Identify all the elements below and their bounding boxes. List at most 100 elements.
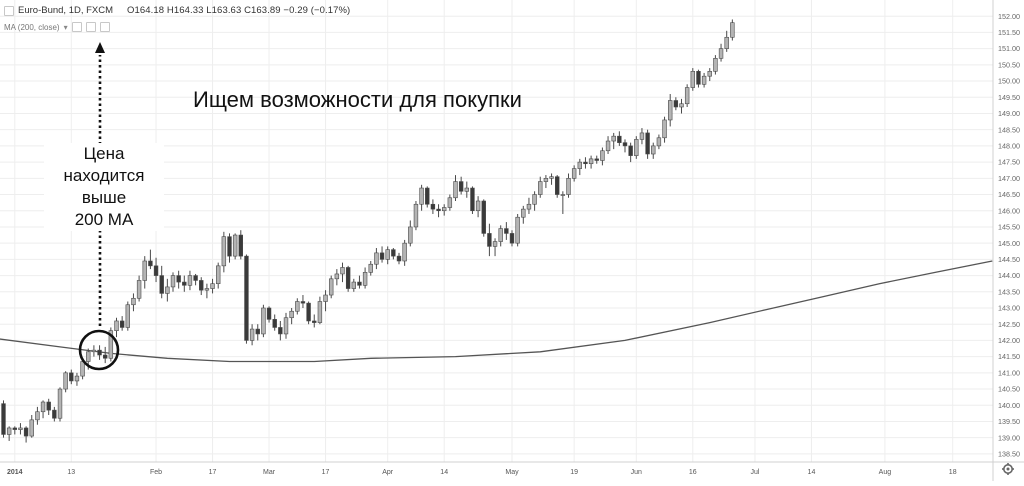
candle-up: [351, 278, 356, 292]
candle-down: [119, 316, 125, 331]
candle-body: [165, 286, 170, 294]
candle-up: [571, 165, 577, 182]
candle-body: [289, 310, 294, 319]
candle-body: [312, 320, 317, 323]
candle-body: [656, 137, 662, 147]
candle-up: [402, 239, 407, 266]
y-tick-label: 152.00: [998, 12, 1020, 21]
candle-body: [645, 132, 650, 155]
candle-up: [690, 68, 696, 91]
candle-body: [238, 234, 243, 257]
candle-up: [57, 387, 63, 422]
candle-up: [730, 19, 735, 41]
candle-body: [199, 280, 204, 291]
candle-up: [408, 220, 413, 247]
annotation-side: Цена находится выше 200 MA: [44, 143, 164, 231]
candle-body: [357, 281, 362, 286]
candle-up: [63, 371, 68, 393]
candle-down: [554, 175, 560, 198]
candle-down: [345, 265, 351, 292]
candle-down: [193, 273, 198, 286]
indicator-visibility-button[interactable]: [85, 22, 96, 32]
candle-body: [345, 267, 351, 289]
candle-body: [707, 71, 712, 77]
candle-up: [216, 262, 221, 289]
y-tick-label: 149.00: [998, 109, 1020, 118]
candle-body: [425, 187, 430, 205]
candle-body: [441, 207, 447, 212]
candle-up: [142, 256, 147, 289]
x-tick-label: Aug: [879, 469, 892, 476]
candle-body: [379, 252, 385, 260]
candle-body: [458, 181, 464, 192]
x-tick-label: 14: [440, 469, 448, 476]
y-tick-label: 151.50: [998, 28, 1020, 37]
x-tick-label: Apr: [382, 469, 394, 476]
indicator-legend[interactable]: MA (200, close) ▾: [4, 22, 110, 32]
candle-down: [69, 369, 74, 385]
candle-down: [255, 324, 260, 341]
candle-body: [114, 320, 119, 331]
candle-body: [588, 158, 594, 165]
candle-body: [374, 252, 379, 265]
candle-body: [108, 330, 114, 359]
candle-body: [453, 181, 458, 199]
candle-down: [23, 426, 29, 443]
candle-up: [362, 267, 368, 289]
candle-body: [521, 208, 526, 218]
candle-body: [6, 427, 12, 435]
x-tick-label: Jun: [631, 469, 642, 476]
y-tick-label: 148.00: [998, 141, 1020, 150]
candle-down: [470, 186, 475, 214]
candle-up: [453, 175, 458, 202]
candle-up: [91, 345, 97, 357]
candle-up: [543, 175, 549, 189]
candle-up: [713, 55, 718, 75]
candle-body: [204, 288, 210, 291]
candle-up: [165, 278, 170, 302]
candle-up: [125, 301, 131, 331]
x-tick-label: 17: [322, 469, 330, 476]
candle-down: [396, 252, 402, 265]
candle-up: [605, 136, 611, 154]
candle-up: [651, 142, 656, 159]
x-tick-label: Jul: [750, 469, 759, 476]
candle-up: [187, 270, 193, 291]
candle-up: [74, 372, 80, 386]
arrow-head: [95, 42, 105, 53]
candle-body: [74, 375, 80, 382]
candle-up: [475, 196, 481, 218]
x-tick-label: 18: [949, 469, 957, 476]
collapse-legend-button[interactable]: [4, 5, 14, 16]
candle-down: [300, 295, 306, 308]
candle-body: [475, 200, 481, 212]
candle-up: [560, 191, 566, 214]
candle-up: [170, 272, 176, 292]
y-tick-label: 150.50: [998, 60, 1020, 69]
x-tick-label: 19: [570, 469, 578, 476]
candle-body: [447, 197, 453, 208]
candle-body: [594, 158, 599, 161]
candle-body: [103, 354, 108, 359]
settings-gear-icon[interactable]: [1002, 463, 1014, 475]
candle-body: [23, 427, 29, 437]
candle-body: [532, 194, 537, 205]
candle-body: [29, 419, 34, 437]
candle-body: [583, 161, 588, 165]
candle-down: [103, 346, 108, 364]
candle-up: [566, 173, 571, 198]
candle-down: [176, 270, 181, 289]
candle-down: [696, 69, 701, 88]
annotation-line: Цена: [83, 144, 125, 163]
candle-up: [131, 293, 136, 312]
chevron-down-icon[interactable]: ▾: [63, 22, 68, 32]
candle-body: [182, 281, 187, 286]
indicator-close-button[interactable]: [99, 22, 110, 32]
candle-up: [667, 94, 673, 127]
y-tick-label: 146.50: [998, 190, 1020, 199]
indicator-settings-button[interactable]: [71, 22, 82, 32]
x-tick-label: 14: [808, 469, 816, 476]
candle-body: [509, 233, 515, 244]
